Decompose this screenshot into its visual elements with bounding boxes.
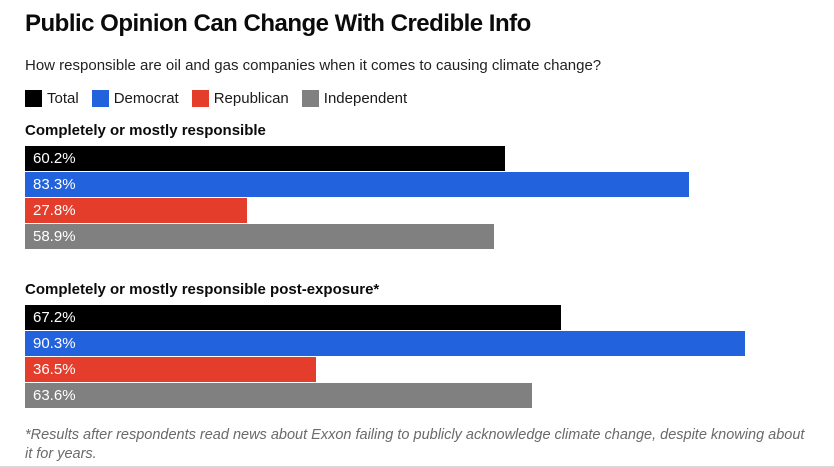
footnote-line-1: *Results after respondents read news abo…: [25, 426, 805, 443]
bar-republican: 36.5%: [25, 356, 316, 382]
legend-swatch-democrat: [91, 89, 109, 107]
chart-subtitle: How responsible are oil and gas companie…: [25, 56, 602, 74]
bar-independent: 63.6%: [25, 382, 532, 408]
legend-item-democrat: Democrat: [91, 89, 179, 107]
bar-value-label: 67.2%: [33, 308, 76, 326]
page-title: Public Opinion Can Change With Credible …: [25, 10, 531, 37]
bar-democrat: 90.3%: [25, 330, 745, 356]
legend-label-independent: Independent: [323, 89, 408, 107]
bar-total: 67.2%: [25, 304, 561, 330]
group-label-post-exposure: Completely or mostly responsible post-ex…: [25, 280, 380, 298]
bar-value-label: 36.5%: [33, 360, 76, 378]
bar-value-label: 60.2%: [33, 149, 76, 167]
chart-group-post-exposure: Completely or mostly responsible post-ex…: [25, 280, 822, 408]
bar-chart-post-exposure: 67.2% 90.3% 36.5% 63.6%: [25, 304, 822, 408]
bar-value-label: 58.9%: [33, 227, 76, 245]
chart-group-pre-exposure: Completely or mostly responsible 60.2% 8…: [25, 121, 822, 249]
footnote-line-2: it for years.: [25, 445, 97, 462]
bar-value-label: 83.3%: [33, 175, 76, 193]
bar-value-label: 27.8%: [33, 201, 76, 219]
chart-footnote: *Results after respondents read news abo…: [25, 426, 820, 464]
bar-chart-pre-exposure: 60.2% 83.3% 27.8% 58.9%: [25, 145, 822, 249]
legend-swatch-total: [25, 89, 42, 107]
legend-swatch-independent: [301, 89, 319, 107]
group-label-pre-exposure: Completely or mostly responsible: [25, 121, 266, 139]
bar-democrat: 83.3%: [25, 171, 689, 197]
legend-label-republican: Republican: [213, 89, 289, 107]
legend-item-independent: Independent: [301, 89, 408, 107]
bar-total: 60.2%: [25, 145, 505, 171]
legend-label-democrat: Democrat: [113, 89, 179, 107]
bar-independent: 58.9%: [25, 223, 495, 249]
legend-item-republican: Republican: [191, 89, 289, 107]
legend-swatch-republican: [191, 89, 209, 107]
bar-republican: 27.8%: [25, 197, 247, 223]
bar-value-label: 63.6%: [33, 386, 76, 404]
chart-legend: Total Democrat Republican Independent: [25, 89, 822, 107]
legend-label-total: Total: [47, 89, 79, 107]
bar-value-label: 90.3%: [33, 334, 76, 352]
legend-item-total: Total: [25, 89, 79, 107]
